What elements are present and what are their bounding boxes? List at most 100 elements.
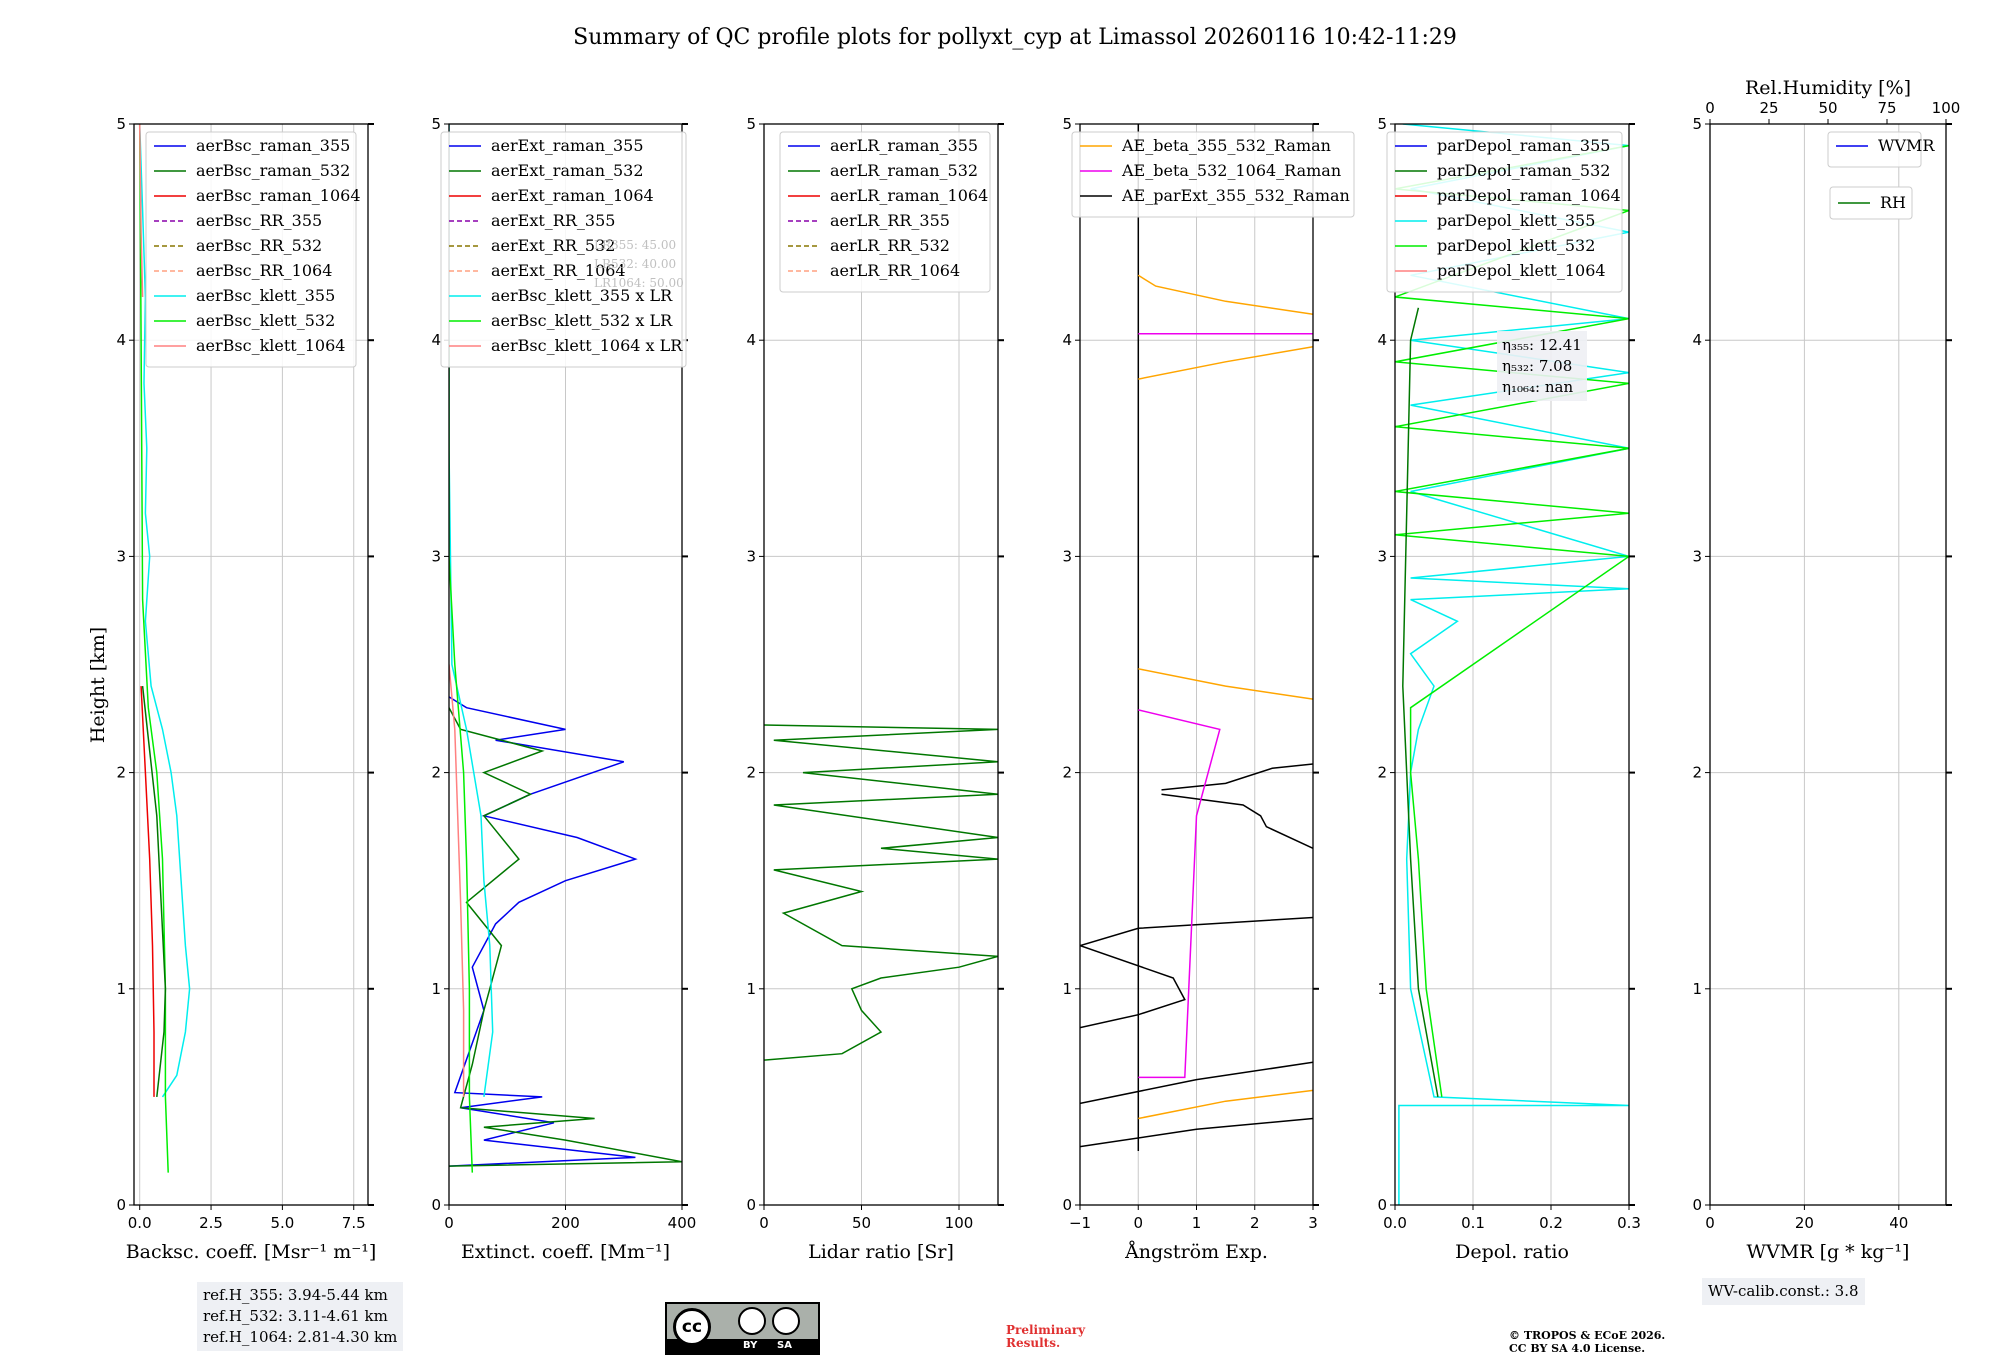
series-AE_parExt_355_532_Raman [1080, 1061, 1313, 1105]
x-axis-label: Depol. ratio [1455, 1241, 1569, 1263]
axes-frame [763, 123, 999, 1206]
eta-label: η₃₅₅: 12.41 [1502, 336, 1582, 354]
legend-entry: parDepol_raman_355 [1437, 136, 1610, 155]
x-tick-label: 50 [852, 1214, 871, 1232]
legend-entry: aerExt_raman_532 [491, 161, 644, 180]
y-tick-label: 4 [746, 331, 756, 349]
x-axis-label: Backsc. coeff. [Msr⁻¹ m⁻¹] [126, 1241, 377, 1263]
lidar-ratio-label: LR355: 45.00 [594, 238, 676, 252]
series-group [1080, 124, 1313, 1151]
by-person-icon [738, 1307, 766, 1335]
x-tick-label: −1 [1069, 1214, 1091, 1232]
y-tick-label: 0 [746, 1196, 756, 1214]
sa-share-icon [772, 1307, 800, 1335]
top-tick-label: 25 [1759, 99, 1778, 117]
legend-entry: aerLR_raman_532 [830, 161, 978, 180]
y-tick-label: 2 [746, 764, 756, 782]
legend: AE_beta_355_532_Raman AE_beta_532_1064_Ra… [1071, 131, 1355, 218]
y-tick-label: 0 [1062, 1196, 1072, 1214]
legend: WVMR [1827, 131, 1935, 168]
legend-entry: aerBsc_klett_355 x LR [491, 286, 673, 305]
x-axis-label: Extinct. coeff. [Mm⁻¹] [461, 1241, 670, 1263]
legend-entry: aerLR_RR_355 [830, 211, 950, 230]
x-tick-label: 2.5 [199, 1214, 223, 1232]
series-group [764, 724, 998, 1061]
x-tick-label: 0.2 [1539, 1214, 1563, 1232]
x-tick-label: 100 [945, 1214, 974, 1232]
panel-2: 0 1 2 3 4 5 0 200 400 Extinct. coeff. [Mm⁻¹] aerEx… [431, 115, 696, 1263]
y-tick-label: 3 [116, 547, 126, 565]
series-group [449, 124, 682, 1173]
cc-icon: cc [673, 1308, 711, 1346]
legend: parDepol_raman_355 parDepol_raman_532 parD… [1386, 131, 1623, 293]
top-tick-label: 0 [1705, 99, 1715, 117]
x-axis-label: WVMR [g * kg⁻¹] [1747, 1241, 1910, 1263]
top-tick-label: 100 [1932, 99, 1961, 117]
y-tick-label: 0 [1692, 1196, 1702, 1214]
y-tick-label: 2 [1377, 764, 1387, 782]
series-aerExt_raman_532 [449, 707, 682, 1167]
wv-calib-text: WV-calib.const.: 3.8 [1708, 1282, 1859, 1300]
legend-box [440, 131, 687, 368]
y-tick-label: 2 [1692, 764, 1702, 782]
legend-box [779, 131, 991, 293]
ref-height-355: ref.H_355: 3.94-5.44 km [203, 1286, 388, 1304]
legend-entry: parDepol_klett_355 [1437, 211, 1595, 230]
x-tick-label: 20 [1795, 1214, 1814, 1232]
top-axis-label: Rel.Humidity [%] [1745, 77, 1911, 99]
x-tick-label: 0.1 [1461, 1214, 1485, 1232]
x-tick-label: 0.3 [1617, 1214, 1641, 1232]
axes-frame [1709, 123, 1947, 1206]
series-AE_beta_532_1064_Raman [1138, 709, 1221, 1079]
legend-entry: aerBsc_raman_355 [196, 136, 350, 155]
y-tick-label: 3 [1062, 547, 1072, 565]
y-tick-label: 5 [1377, 115, 1387, 133]
lidar-ratio-label: LR532: 40.00 [594, 257, 676, 271]
series-AE_beta_355_532_Raman [1138, 1089, 1313, 1120]
y-tick-label: 1 [116, 980, 126, 998]
y-tick-label: 1 [1062, 980, 1072, 998]
y-tick-label: 1 [1692, 980, 1702, 998]
top-tick-label: 50 [1818, 99, 1837, 117]
legend-box [1386, 131, 1623, 293]
series-aerBsc_klett_532 x LR [449, 340, 474, 1173]
legend-entry: aerExt_RR_355 [491, 211, 615, 230]
lidar-ratio-label: LR1064: 50.00 [594, 276, 684, 290]
y-tick-label: 0 [1377, 1196, 1387, 1214]
legend-entry: aerExt_raman_355 [491, 136, 644, 155]
axes-frame [1394, 123, 1630, 1206]
legend: aerBsc_raman_355 aerBsc_raman_532 aerBsc_r… [145, 131, 361, 368]
legend-entry: aerBsc_RR_532 [196, 236, 322, 255]
legend-entry: aerExt_RR_532 [491, 236, 615, 255]
y-tick-label: 2 [1062, 764, 1072, 782]
legend-entry: aerBsc_RR_1064 [196, 261, 332, 280]
preliminary-line-1: Preliminary [1006, 1323, 1086, 1337]
y-tick-label: 0 [431, 1196, 441, 1214]
x-tick-label: 0.0 [1383, 1214, 1407, 1232]
y-tick-label: 4 [116, 331, 126, 349]
figure-title: Summary of QC profile plots for pollyxt_… [573, 25, 1457, 50]
x-axis-label: Lidar ratio [Sr] [808, 1241, 954, 1263]
y-tick-label: 5 [431, 115, 441, 133]
sa-label: SA [777, 1340, 792, 1351]
series-aerBsc_klett_1064 x LR [449, 664, 465, 1097]
eta-label: η₅₃₂: 7.08 [1502, 357, 1572, 375]
legend-entry: AE_parExt_355_532_Raman [1121, 186, 1350, 205]
y-tick-label: 1 [1377, 980, 1387, 998]
x-tick-label: 0 [444, 1214, 454, 1232]
legend-box [145, 131, 357, 368]
x-tick-label: 1 [1192, 1214, 1202, 1232]
y-tick-label: 4 [431, 331, 441, 349]
legend: aerLR_raman_355 aerLR_raman_532 aerLR_rama… [779, 131, 991, 293]
y-tick-label: 2 [431, 764, 441, 782]
eta-box [1497, 331, 1587, 401]
y-tick-label: 5 [116, 115, 126, 133]
y-tick-label: 2 [116, 764, 126, 782]
copyright-note: © TROPOS & ECoE 2026. CC BY SA 4.0 Licen… [1509, 1329, 1665, 1355]
panel-1: 0 1 2 3 4 5 0.0 2.5 5.0 7.5 Backsc. coeff. [Msr⁻¹ … [116, 115, 376, 1263]
copyright-line-1: © TROPOS & ECoE 2026. [1509, 1329, 1666, 1342]
y-tick-label: 5 [1692, 115, 1702, 133]
y-tick-label: 3 [1692, 547, 1702, 565]
